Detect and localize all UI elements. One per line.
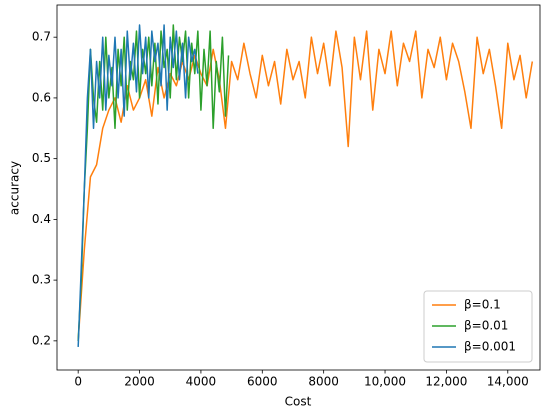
data-line — [77, 24, 230, 341]
legend-label: β=0.01 — [464, 319, 508, 333]
y-tick-label: 0.2 — [32, 333, 51, 347]
x-axis-label: Cost — [285, 395, 312, 409]
x-tick-label: 8000 — [308, 375, 339, 389]
y-tick-label: 0.4 — [32, 212, 51, 226]
x-tick-label: 4000 — [186, 375, 217, 389]
plot-frame — [56, 4, 541, 371]
x-tick-label: 12,000 — [425, 375, 467, 389]
x-tick-label: 14,000 — [487, 375, 529, 389]
data-line — [77, 30, 534, 341]
y-axis-label: accuracy — [8, 161, 22, 215]
legend-label: β=0.1 — [464, 298, 501, 312]
data-line — [77, 24, 199, 347]
x-tick-label: 10,000 — [364, 375, 406, 389]
legend-label: β=0.001 — [464, 340, 516, 354]
legend-box — [423, 290, 533, 363]
y-tick-label: 0.3 — [32, 273, 51, 287]
x-tick-label: 0 — [74, 375, 82, 389]
y-tick-label: 0.5 — [32, 151, 51, 165]
x-tick-label: 2000 — [124, 375, 155, 389]
y-tick-label: 0.6 — [32, 90, 51, 104]
y-tick-label: 0.7 — [32, 30, 51, 44]
x-tick-label: 6000 — [247, 375, 278, 389]
